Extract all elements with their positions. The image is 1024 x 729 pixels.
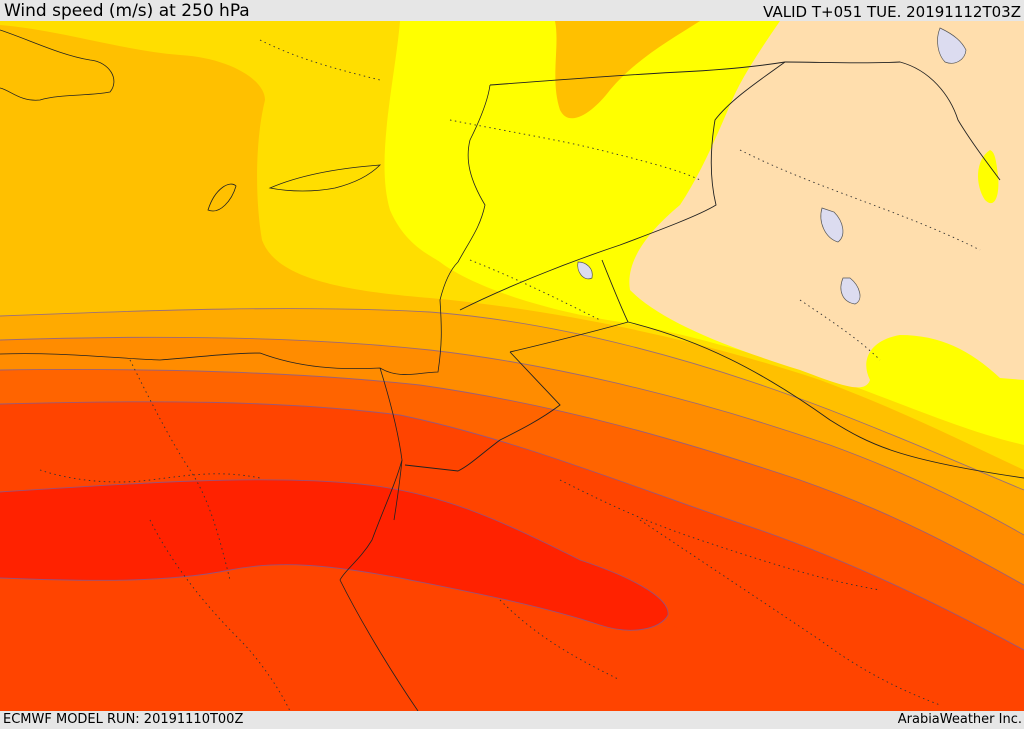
wind-band-low-northeast: [629, 21, 1024, 388]
coastlines: [0, 29, 491, 711]
water-bodies: [577, 27, 967, 305]
wind-speed-map: [0, 21, 1024, 711]
model-run-label: ECMWF MODEL RUN: 20191110T00Z: [3, 712, 244, 727]
international-borders: [404, 61, 1024, 479]
chart-title: Wind speed (m/s) at 250 hPa: [4, 1, 250, 21]
wind-band-east-pocket: [555, 21, 700, 119]
footer-bar: ECMWF MODEL RUN: 20191110T00Z ArabiaWeat…: [0, 711, 1024, 729]
header-bar: Wind speed (m/s) at 250 hPa VALID T+051 …: [0, 0, 1024, 21]
isotach-lines: [0, 308, 1024, 651]
province-borders: [39, 39, 981, 711]
credit-label: ArabiaWeather Inc.: [897, 712, 1022, 727]
wind-band-yellow-pocket: [978, 150, 999, 204]
wind-band-jet-core: [0, 479, 669, 631]
wind-band-west-pocket: [0, 28, 126, 114]
valid-time-label: VALID T+051 TUE. 20191112T03Z: [763, 3, 1021, 21]
